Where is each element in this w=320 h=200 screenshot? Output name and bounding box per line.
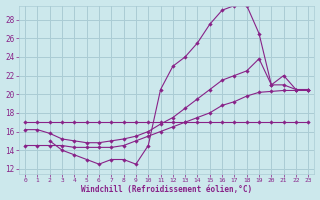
X-axis label: Windchill (Refroidissement éolien,°C): Windchill (Refroidissement éolien,°C) bbox=[81, 185, 252, 194]
